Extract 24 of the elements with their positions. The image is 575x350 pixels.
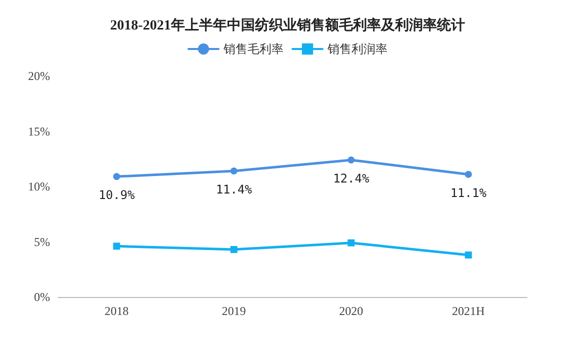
- point: [348, 239, 355, 246]
- y-tick-label: 15%: [28, 124, 50, 138]
- x-tick-label: 2018: [104, 304, 129, 318]
- data-label: 10.9%: [98, 188, 136, 202]
- data-label: 12.4%: [333, 171, 370, 186]
- point: [464, 170, 472, 178]
- y-tick-label: 0%: [34, 290, 50, 304]
- point: [230, 246, 238, 253]
- chart-title: 2018-2021年上半年中国纺织业销售额毛利率及利润率统计: [110, 16, 465, 34]
- legend-label: 销售利润率: [326, 42, 388, 56]
- data-label: 11.1%: [450, 186, 488, 200]
- point: [113, 242, 120, 250]
- data-label: 11.4%: [216, 182, 253, 197]
- x-tick-label: 2019: [222, 304, 246, 318]
- point: [348, 156, 355, 164]
- y-tick-label: 10%: [28, 180, 50, 194]
- point: [113, 173, 120, 180]
- legend-label: 销售毛利率: [222, 42, 284, 56]
- x-tick-label: 2020: [339, 304, 364, 318]
- point: [230, 168, 238, 175]
- point: [464, 252, 472, 259]
- y-tick-label: 5%: [34, 234, 50, 249]
- x-tick-label: 2021H: [452, 304, 486, 318]
- y-tick-label: 20%: [28, 69, 50, 83]
